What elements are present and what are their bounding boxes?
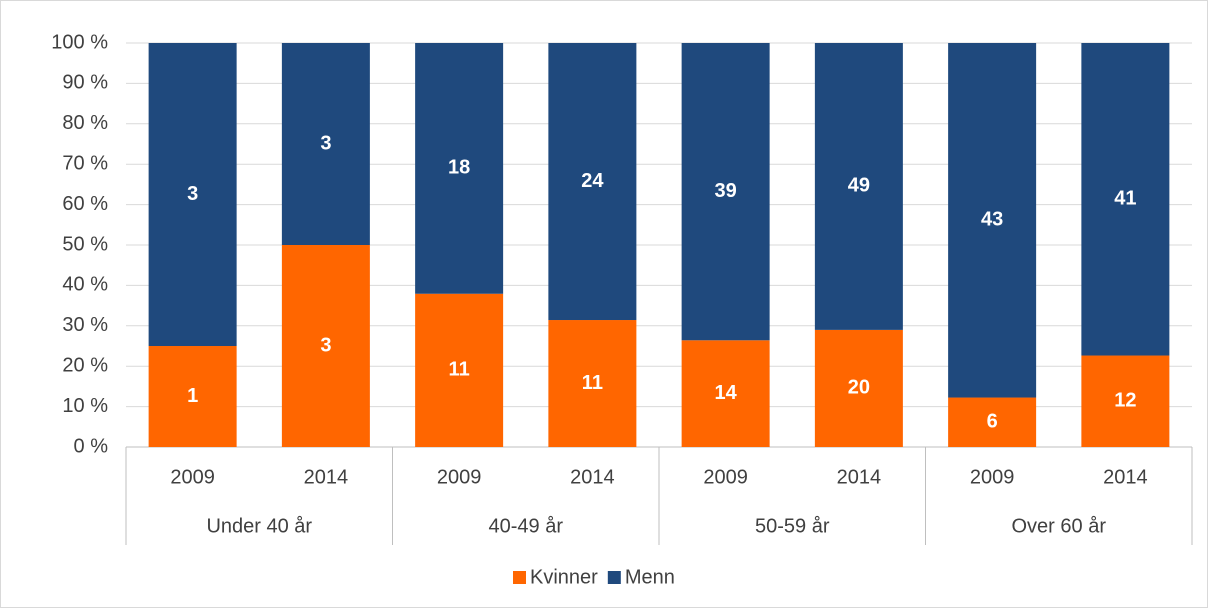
data-label: 24 [581, 170, 604, 192]
data-label: 11 [449, 359, 470, 381]
data-label: 39 [715, 180, 737, 202]
bar-segment [415, 43, 504, 294]
bar-segment [1081, 43, 1170, 356]
bar-segment [1081, 355, 1170, 447]
bar-segment [548, 320, 637, 447]
data-label: 11 [582, 372, 603, 394]
y-tick-label: 30 % [62, 314, 108, 336]
bar-segment [681, 340, 770, 447]
data-label: 14 [715, 382, 738, 404]
data-label: 1 [187, 385, 198, 407]
x-tick-label: 2014 [1103, 466, 1148, 488]
x-tick-label: 2009 [703, 466, 748, 488]
x-tick-label: 2009 [170, 466, 215, 488]
group-label: Under 40 år [206, 515, 312, 537]
y-tick-label: 20 % [62, 354, 108, 376]
data-label: 3 [187, 183, 198, 205]
group-label: 40-49 år [489, 515, 564, 537]
bar-segment [948, 397, 1037, 447]
y-tick-label: 50 % [62, 233, 108, 255]
legend-swatch [607, 571, 621, 584]
data-label: 3 [320, 334, 331, 356]
legend-swatch [513, 571, 526, 584]
bar-segment [814, 329, 903, 447]
data-label: 18 [448, 157, 470, 179]
bar-segment [148, 43, 237, 346]
legend-label: Kvinner [530, 566, 598, 588]
y-tick-label: 40 % [62, 274, 108, 296]
data-label: 20 [848, 377, 870, 399]
y-tick-label: 60 % [62, 193, 108, 215]
data-label: 6 [987, 411, 998, 433]
bar-segment [281, 245, 370, 447]
data-label: 12 [1114, 390, 1136, 412]
y-tick-label: 90 % [62, 72, 108, 94]
y-tick-label: 100 % [51, 31, 108, 53]
bar-segment [814, 43, 903, 330]
bar-segment [681, 43, 770, 341]
bar-segment [415, 293, 504, 447]
y-tick-label: 80 % [62, 112, 108, 134]
x-tick-label: 2014 [304, 466, 349, 488]
data-label: 43 [981, 209, 1003, 231]
y-tick-label: 0 % [74, 435, 109, 457]
x-tick-label: 2014 [570, 466, 615, 488]
bar-segment [148, 346, 237, 447]
x-tick-label: 2014 [837, 466, 882, 488]
bar-segment [281, 43, 370, 245]
y-tick-label: 10 % [62, 395, 108, 417]
bar-segment [548, 43, 637, 321]
y-tick-label: 70 % [62, 152, 108, 174]
x-tick-label: 2009 [970, 466, 1015, 488]
data-label: 41 [1114, 188, 1136, 210]
group-label: 50-59 år [755, 515, 830, 537]
data-label: 3 [320, 132, 331, 154]
x-tick-label: 2009 [437, 466, 482, 488]
bar-segment [948, 43, 1037, 398]
group-label: Over 60 år [1012, 515, 1107, 537]
legend-label: Menn [625, 566, 675, 588]
data-label: 49 [848, 175, 870, 197]
